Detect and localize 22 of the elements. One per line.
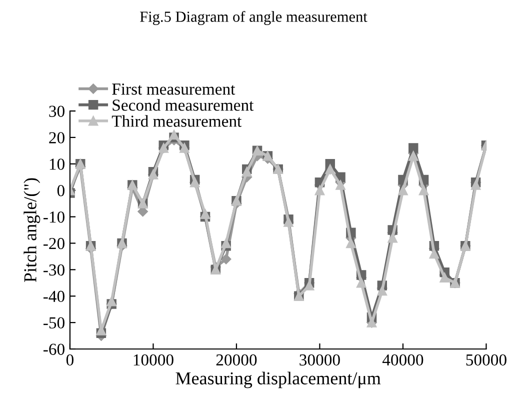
y-tick-label: -40 bbox=[44, 290, 64, 302]
y-tick-label: 10 bbox=[50, 158, 64, 170]
y-tick-label: 0 bbox=[57, 185, 64, 196]
y-tick-label: -50 bbox=[44, 317, 64, 328]
y-tick-label: 20 bbox=[49, 132, 64, 144]
legend-label: Second measurement bbox=[112, 99, 254, 111]
x-tick-label: 0 bbox=[66, 354, 74, 366]
x-tick-label: 50000 bbox=[466, 354, 506, 366]
x-axis-title: Measuring displacement/μm bbox=[176, 372, 381, 388]
y-tick-label: -20 bbox=[44, 238, 64, 250]
x-tick-label: 10000 bbox=[134, 354, 174, 366]
y-tick-label: -60 bbox=[44, 344, 64, 355]
y-tick-label: -10 bbox=[44, 211, 64, 223]
chart-title: Fig.5 Diagram of angle measurement bbox=[140, 10, 368, 26]
x-tick-label: 20000 bbox=[216, 354, 257, 366]
x-tick-label: 30000 bbox=[300, 354, 340, 366]
x-tick-label: 40000 bbox=[382, 354, 424, 366]
legend-label: Third measurement bbox=[112, 115, 242, 127]
y-axis-title: Pitch angle/(") bbox=[24, 178, 40, 282]
legend-label: First measurement bbox=[112, 84, 236, 95]
y-tick-label: 30 bbox=[49, 106, 64, 117]
y-tick-label: -30 bbox=[44, 264, 64, 276]
